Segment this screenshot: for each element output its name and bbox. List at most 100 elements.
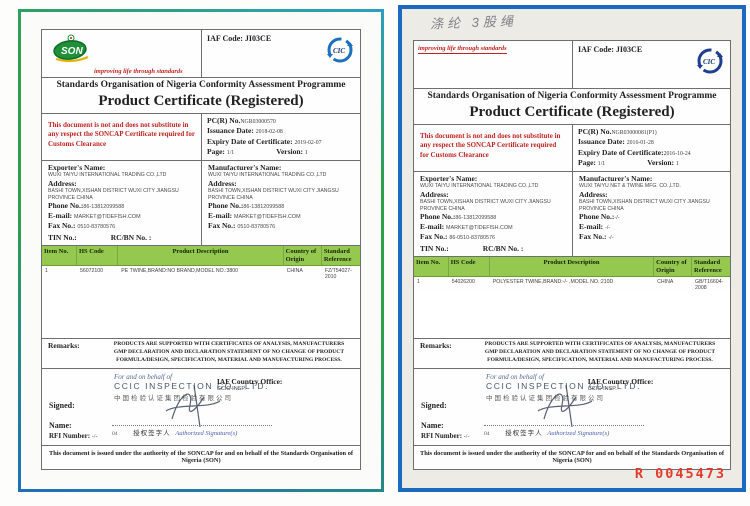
for-behalf-text: For and on behalf of xyxy=(486,372,544,381)
authorized-signature-line: 04 授权签字人 Authorized Signature(s) xyxy=(484,429,610,437)
right-parties-row: Exporter's Name: WUXI TAIYU INTERNATIONA… xyxy=(414,172,730,258)
remarks-text: PRODUCTS ARE SUPPORTED WITH CERTIFICATES… xyxy=(113,341,345,363)
name-label: Name: xyxy=(421,420,444,430)
name-label: Name: xyxy=(49,420,72,430)
exporter-heading: Exporter's Name: xyxy=(420,174,478,183)
iaf-code-label: IAF Code: xyxy=(207,34,243,43)
left-info-row: This document is not and does not substi… xyxy=(42,113,360,161)
cell-standard: FZ/T54027-2010 xyxy=(324,268,352,281)
exporter-email: E-mail: MARKET@TIDEFISH.COM xyxy=(48,211,141,221)
table-empty-area xyxy=(414,291,730,339)
right-footer-line: This document is issued under the author… xyxy=(419,449,725,465)
exporter-email: E-mail: MARKET@TIDEFISH.COM xyxy=(420,222,513,232)
rcbn-label: RC/BN No. : xyxy=(110,233,152,243)
exporter-name: WUXI TAIYU INTERNATIONAL TRADING CO.,LTD xyxy=(48,172,167,178)
handwritten-note: 涤纶 3股绳 xyxy=(429,13,518,32)
right-remarks-row: Remarks: PRODUCTS ARE SUPPORTED WITH CER… xyxy=(414,339,730,369)
exporter-address-label: Address: xyxy=(48,178,77,188)
expiry-line: Expiry Date of Certificate:2016-10-24 xyxy=(578,147,691,157)
programme-title: Standards Organisation of Nigeria Confor… xyxy=(427,91,717,101)
left-certificate-frame: SON improving life through standards IAF… xyxy=(18,9,384,492)
svg-text:CIC: CIC xyxy=(703,58,715,66)
left-remarks-row: Remarks: PRODUCTS ARE SUPPORTED WITH CER… xyxy=(42,339,360,369)
manufacturer-email: E-mail: MARKET@TIDEFISH.COM xyxy=(208,211,301,221)
right-cert-header: improving life through standards IAF Cod… xyxy=(414,41,730,89)
iaf-code-label: IAF Code: xyxy=(578,45,614,54)
certificate-title: Product Certificate (Registered) xyxy=(469,103,675,120)
cell-description: PE TWINE,BRAND:NO BRAND,MODEL NO.:3800 xyxy=(121,268,239,275)
iaf-country-office: IAF Country Office: CCIC-INSP. xyxy=(216,376,283,392)
remarks-label: Remarks: xyxy=(48,341,80,351)
left-signature-area: Signed: Name: RFI Number: -/- For and on… xyxy=(42,369,360,446)
rfi-label: RFI Number: -/- xyxy=(49,431,98,440)
signature-scribble xyxy=(537,384,593,427)
ccic-company-name: CCIC INSPECTION CO., LTD. xyxy=(486,380,642,391)
left-logo-cell: SON improving life through standards xyxy=(42,30,201,77)
right-iaf-cell: IAF Code: JI03CE CIC xyxy=(572,41,730,88)
left-cert-header: SON improving life through standards IAF… xyxy=(42,30,360,78)
right-product-table: Item No. HS Code Product Description Cou… xyxy=(414,257,730,340)
rcbn-label: RC/BN No. : xyxy=(482,244,524,254)
header-origin: Country of Origin xyxy=(284,246,322,266)
tin-rcbn-line: TIN No.: RC/BN No. : xyxy=(48,233,196,242)
ctc-logo-icon: CIC xyxy=(326,36,354,69)
exporter-name: WUXI TAIYU INTERNATIONAL TRADING CO.,LTD xyxy=(420,183,539,189)
exporter-phone: Phone No.:86-13812099588 xyxy=(420,212,497,222)
left-meta-block: PC(R) No.NGR03000570 Issuance Date: 2018… xyxy=(201,113,360,160)
page-version-line: Page: 1/1 Version: 1 xyxy=(207,147,308,157)
iaf-country-office: IAF Country Office: CCIC-INSP. xyxy=(587,376,654,392)
left-parties-row: Exporter's Name: WUXI TAIYU INTERNATIONA… xyxy=(42,161,360,247)
tin-label: TIN No.: xyxy=(48,233,77,243)
manufacturer-name: WUXI TAIYU NET & TWINE MFG. CO.,LTD. xyxy=(579,183,681,189)
manufacturer-name: WUXI TAIYU INTERNATIONAL TRADING CO.,LTD xyxy=(208,172,327,178)
cell-hs-code: 54026200 xyxy=(451,279,475,286)
pcr-line: PC(R) No.NGR03000570 xyxy=(207,115,276,125)
soncap-notice: This document is not and does not substi… xyxy=(420,131,561,159)
signature-dotted-line xyxy=(484,424,644,426)
table-empty-area xyxy=(42,280,360,339)
son-tagline: improving life through standards xyxy=(418,45,507,54)
right-info-row: This document is not and does not substi… xyxy=(414,124,730,172)
left-certificate: SON improving life through standards IAF… xyxy=(41,29,361,470)
manufacturer-address: BASHI TOWN,XISHAN DISTRICT WUXI CITY JIA… xyxy=(579,198,710,212)
certificate-title: Product Certificate (Registered) xyxy=(98,92,304,109)
exporter-phone: Phone No.:86-13812099588 xyxy=(48,201,125,211)
header-hs-code: HS Code xyxy=(77,246,119,266)
manufacturer-block: Manufacturer's Name: WUXI TAIYU INTERNAT… xyxy=(201,161,360,246)
manufacturer-address-label: Address: xyxy=(208,178,237,188)
manufacturer-heading: Manufacturer's Name: xyxy=(208,163,282,172)
manufacturer-fax: Fax No.: -/- xyxy=(579,232,614,242)
ccic-stamp: For and on behalf of CCIC INSPECTION CO.… xyxy=(114,373,269,402)
exporter-address-label: Address: xyxy=(420,189,449,199)
ccic-company-chinese: 中国检验认证集团检验有限公司 xyxy=(114,394,233,402)
manufacturer-fax: Fax No.: 0510-83780576 xyxy=(208,221,276,231)
iaf-code-value: JI03CE xyxy=(615,45,643,54)
programme-title: Standards Organisation of Nigeria Confor… xyxy=(56,80,346,90)
svg-text:CIC: CIC xyxy=(333,47,345,55)
cell-item-no: 1 xyxy=(45,268,48,275)
header-origin: Country of Origin xyxy=(654,257,693,277)
son-tagline: improving life through standards xyxy=(94,68,183,75)
issuance-line: Issuance Date: 2016-01-28 xyxy=(578,137,654,147)
exporter-fax: Fax No.: 86-0510-83780576 xyxy=(420,232,495,242)
ccic-stamp: For and on behalf of CCIC INSPECTION CO.… xyxy=(486,373,641,402)
manufacturer-heading: Manufacturer's Name: xyxy=(579,174,653,183)
svg-text:SON: SON xyxy=(61,46,83,57)
iaf-code-value: JI03CE xyxy=(244,34,272,43)
header-standard: Standard Reference xyxy=(323,248,352,263)
right-meta-block: PC(R) No.NGR03000081(P1) Issuance Date: … xyxy=(572,124,730,171)
header-description: Product Description xyxy=(118,246,284,266)
right-certificate: improving life through standards IAF Cod… xyxy=(413,40,731,470)
cell-description: POLYESTER TWINE,BRAND:-/- ,MODEL NO.:210… xyxy=(492,279,614,286)
exporter-heading: Exporter's Name: xyxy=(48,163,106,172)
table-row: 1 56072100 PE TWINE,BRAND:NO BRAND,MODEL… xyxy=(42,266,360,280)
cell-origin: CHINA xyxy=(657,279,674,286)
tin-rcbn-line: TIN No.: RC/BN No. : xyxy=(420,244,567,253)
right-certificate-paper: 涤纶 3股绳 improving life through standards … xyxy=(402,9,742,488)
remarks-text: PRODUCTS ARE SUPPORTED WITH CERTIFICATES… xyxy=(484,341,716,363)
authorized-signature-line: 04 授权签字人 Authorized Signature(s) xyxy=(112,429,238,437)
for-behalf-text: For and on behalf of xyxy=(114,372,172,381)
cell-hs-code: 56072100 xyxy=(79,268,104,275)
expiry-line: Expiry Date of Certificate: 2019-02-07 xyxy=(207,136,322,146)
manufacturer-email: E-mail: -/- xyxy=(579,222,611,232)
